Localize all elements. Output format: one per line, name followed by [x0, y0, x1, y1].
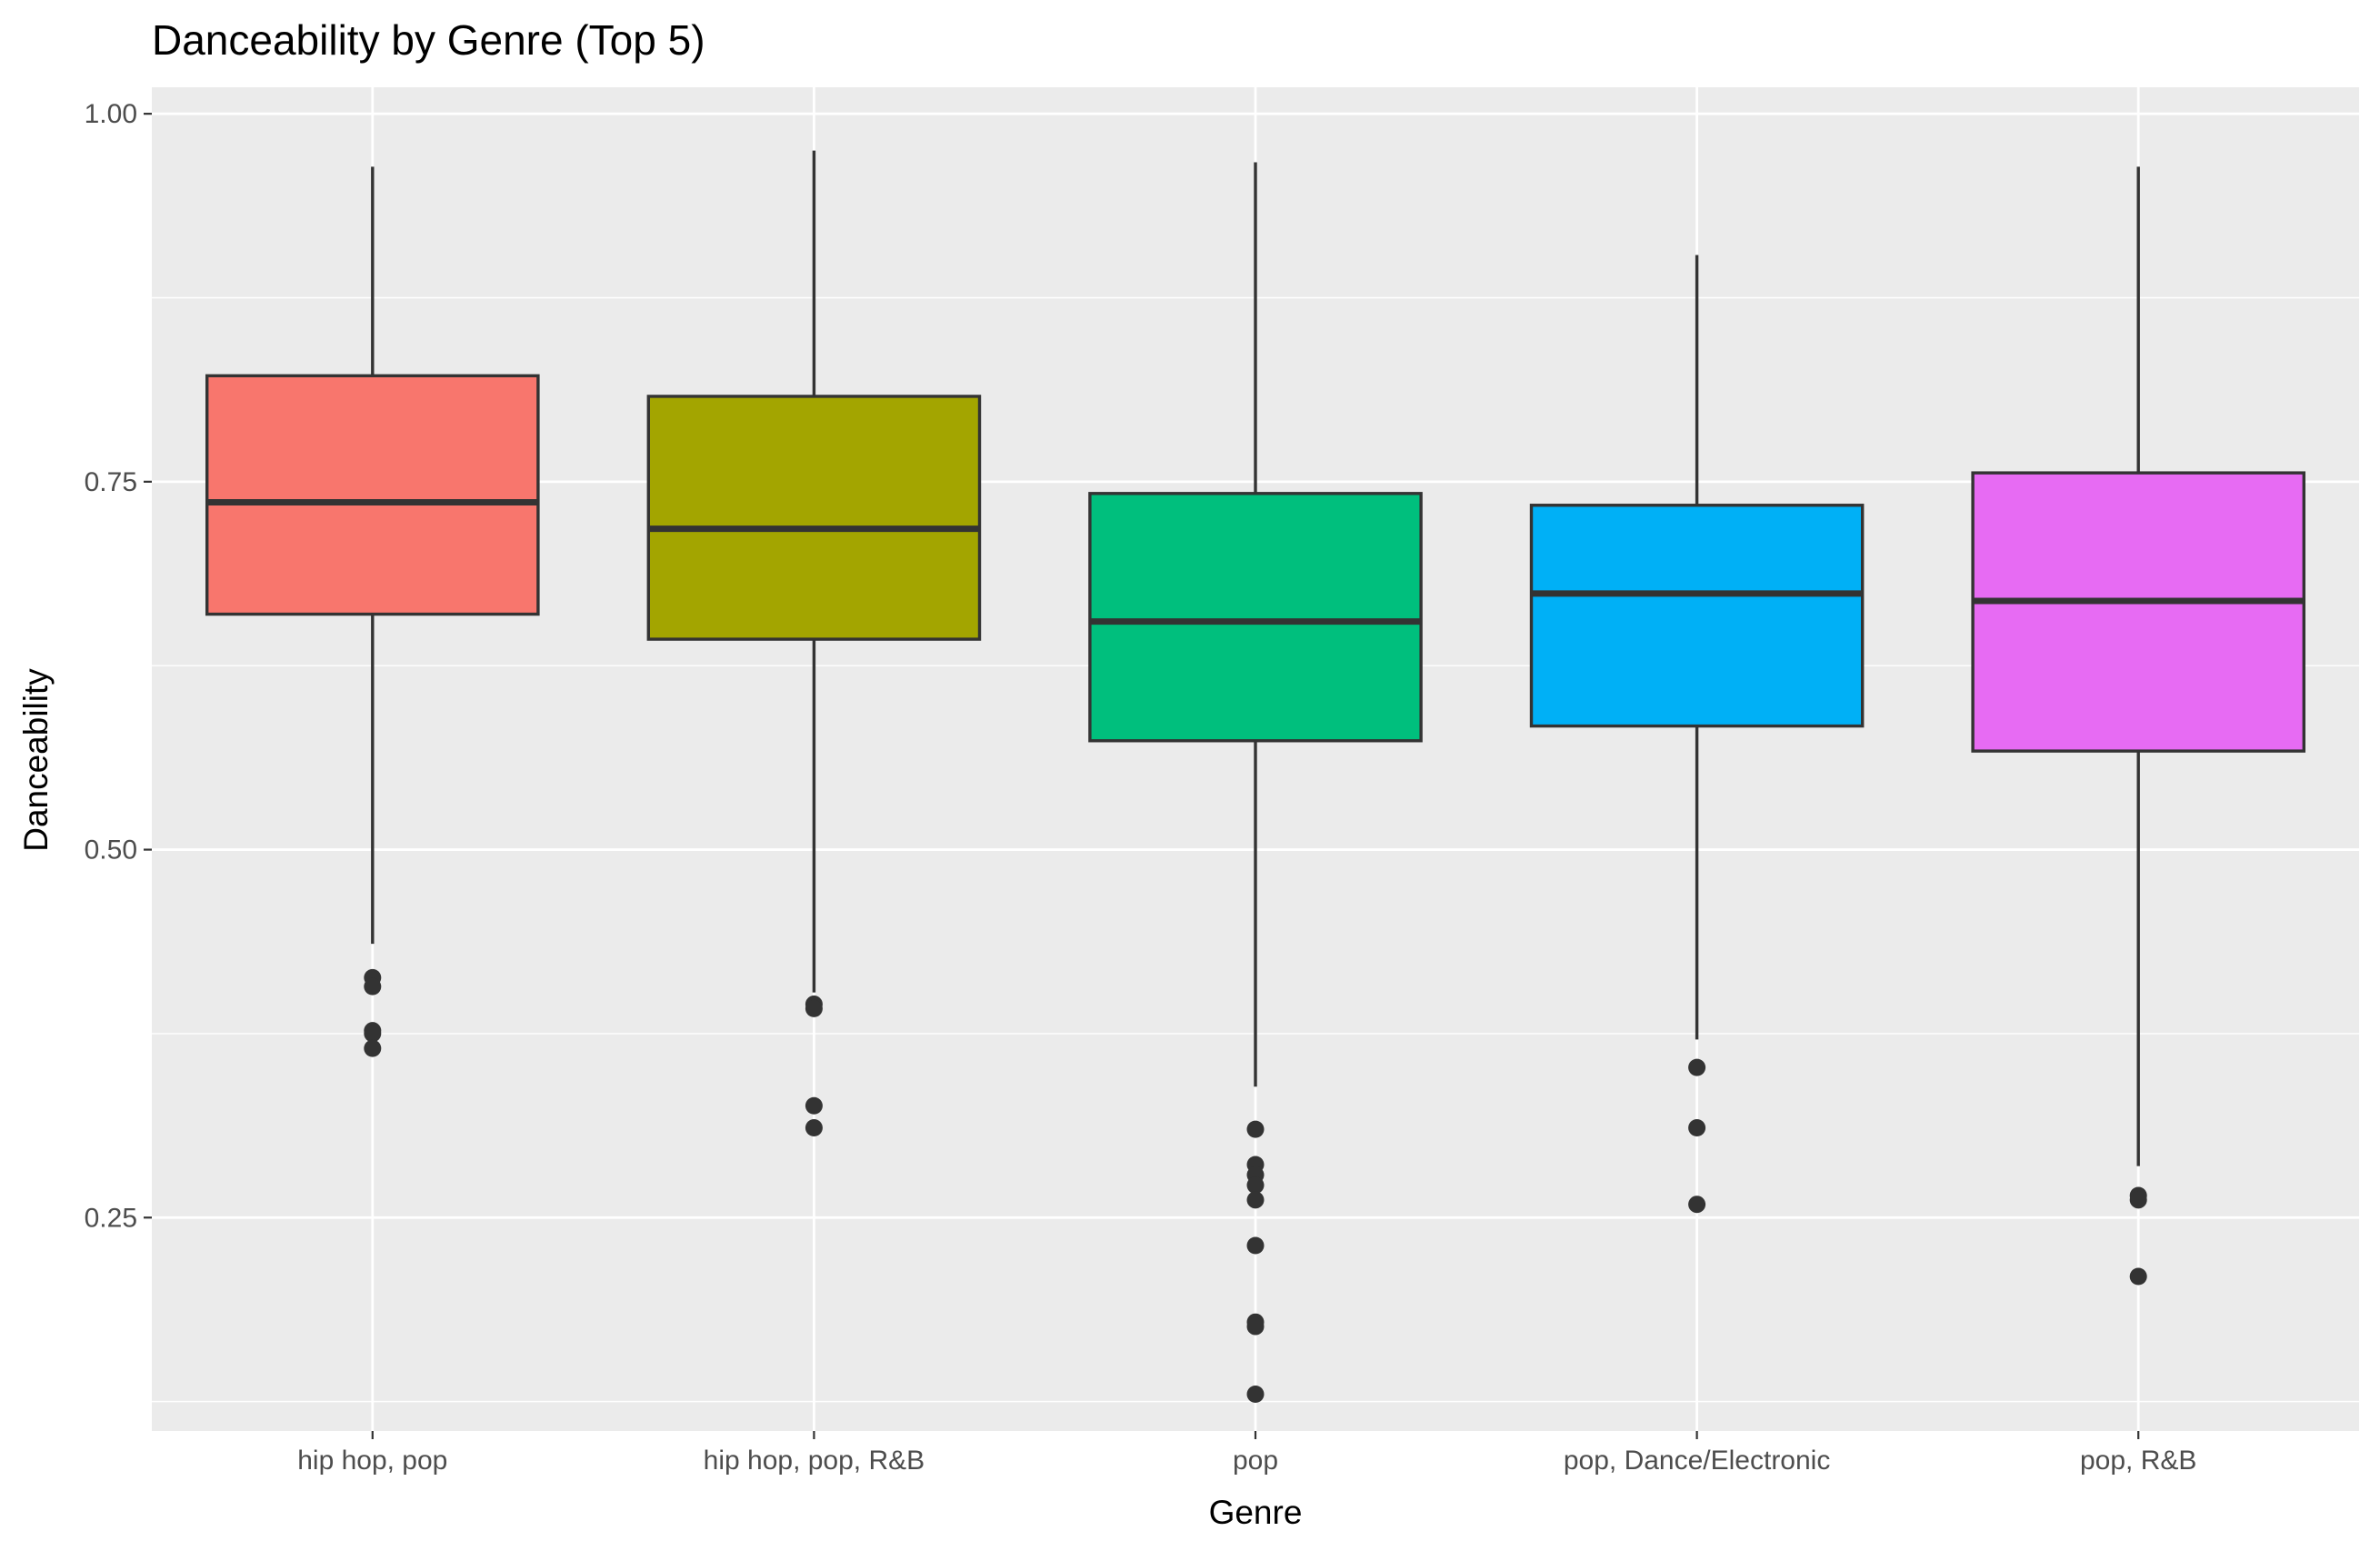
chart-title: Danceability by Genre (Top 5) — [152, 16, 705, 64]
box-iqr — [1529, 504, 1865, 728]
outlier-point — [1246, 1176, 1265, 1195]
y-tick-label: 0.75 — [85, 467, 137, 497]
outlier-point — [2129, 1191, 2147, 1209]
box-group — [1971, 166, 2306, 1286]
outlier-point — [1688, 1196, 1706, 1214]
y-axis-title: Danceability — [17, 668, 55, 852]
x-tick-label: hip hop, pop, R&B — [704, 1446, 925, 1476]
box-group — [205, 166, 540, 1057]
x-axis: hip hop, pop hip hop, pop, R&B pop pop, Dan… — [297, 1431, 2196, 1476]
box-series — [205, 150, 2306, 1404]
outlier-point — [805, 1119, 823, 1137]
box-group — [646, 150, 982, 1137]
x-tick-label: pop, R&B — [2080, 1446, 2196, 1476]
outlier-point — [2129, 1267, 2147, 1286]
y-tick-label: 0.25 — [85, 1203, 137, 1233]
x-tick-label: pop — [1233, 1446, 1278, 1476]
outlier-point — [364, 977, 382, 996]
outlier-point — [805, 1096, 823, 1115]
x-tick-label: pop, Dance/Electronic — [1564, 1446, 1831, 1476]
box-iqr — [205, 374, 540, 616]
box-group — [1529, 255, 1865, 1214]
box-iqr — [1971, 471, 2306, 753]
outlier-point — [1246, 1191, 1265, 1209]
outlier-point — [1688, 1058, 1706, 1076]
x-axis-title: Genre — [1209, 1494, 1303, 1531]
box-iqr — [1088, 492, 1423, 743]
outlier-point — [1246, 1317, 1265, 1336]
x-tick-label: hip hop, pop — [297, 1446, 447, 1476]
outlier-point — [1246, 1236, 1265, 1255]
box-iqr — [646, 395, 982, 641]
y-tick-label: 0.50 — [85, 836, 137, 866]
outlier-point — [364, 1025, 382, 1043]
box-group — [1088, 162, 1423, 1404]
outlier-point — [805, 999, 823, 1017]
y-tick-label: 1.00 — [85, 99, 137, 129]
outlier-point — [1246, 1120, 1265, 1138]
outlier-point — [1688, 1119, 1706, 1137]
outlier-point — [364, 1039, 382, 1057]
outlier-point — [1246, 1386, 1265, 1404]
y-axis: 0.25 0.50 0.75 1.00 — [85, 99, 152, 1233]
